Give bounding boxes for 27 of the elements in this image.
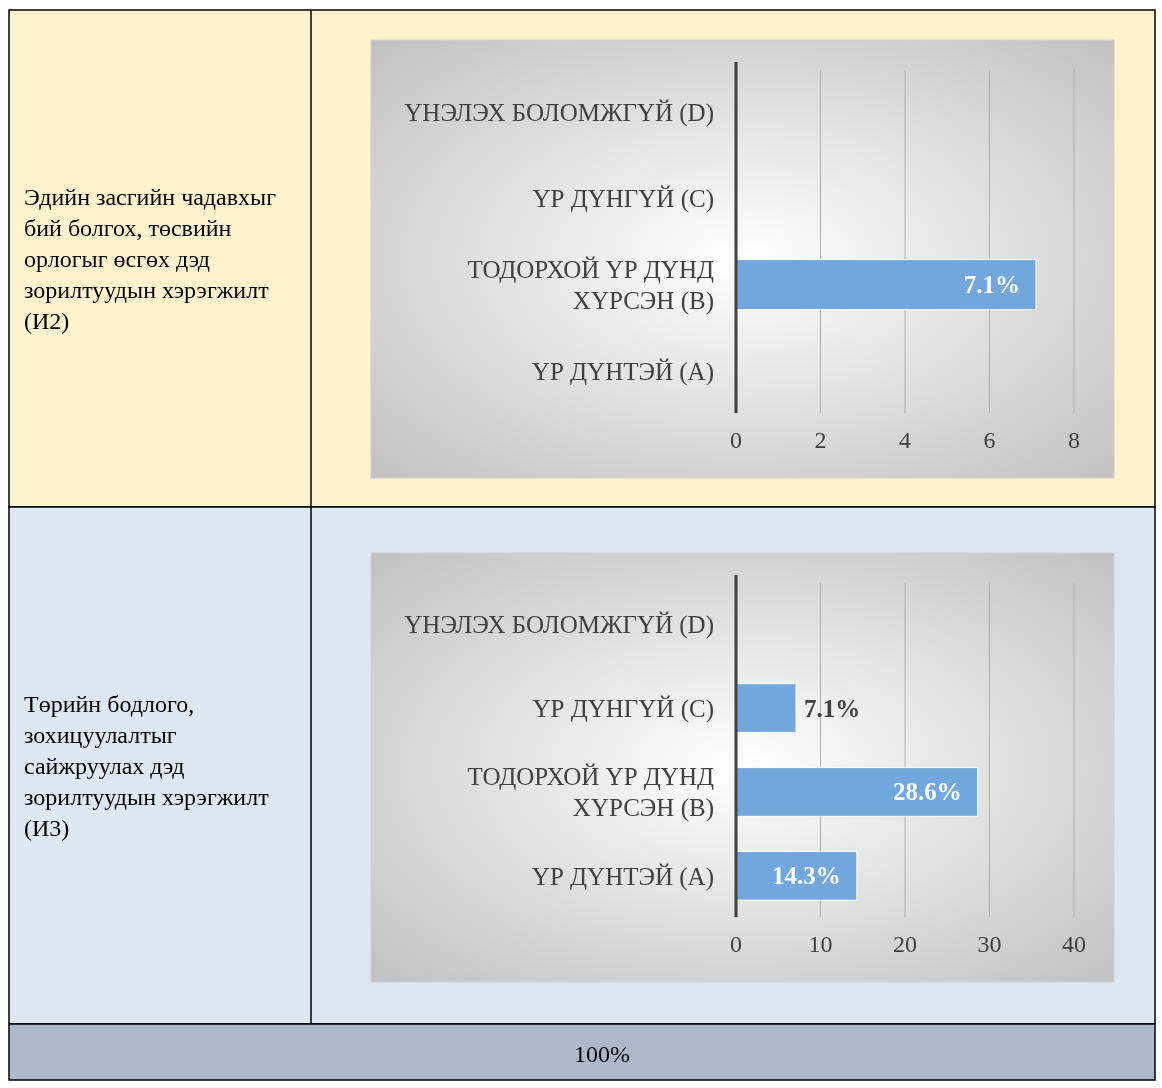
y-tick-label: ҮР ДҮНТЭЙ (A)	[531, 862, 714, 891]
y-tick-label: ҮР ДҮНГҮЙ (C)	[532, 184, 714, 213]
bar	[735, 767, 979, 817]
y-tick-label: ҮНЭЛЭХ БОЛОМЖГҮЙ (D)	[404, 610, 714, 639]
x-tick-label: 8	[1068, 427, 1080, 453]
y-tick-label: ТОДОРХОЙ ҮР ДҮНД ХҮРСЭН (B)	[467, 762, 714, 822]
data-label: 28.6%	[892, 778, 962, 806]
y-tick-label: ҮНЭЛЭХ БОЛОМЖГҮЙ (D)	[404, 98, 714, 127]
x-tick-label: 20	[893, 931, 917, 957]
x-tick-label: 0	[730, 427, 742, 453]
bar	[735, 683, 797, 733]
x-tick-label: 0	[730, 931, 742, 957]
text: 100%	[574, 1041, 630, 1067]
x-tick-label: 10	[808, 931, 833, 957]
x-tick-label: 4	[899, 427, 911, 453]
x-tick-label: 40	[1062, 931, 1086, 957]
text: Эдийн засгийн чадавхыг бий болгох, төсвийн орлогыг өсгөх дэд зорилтуудын хэрэгжилт (И2)	[24, 183, 277, 334]
data-label: 14.3%	[772, 862, 841, 890]
text: Төрийн бодлого, зохицуулалтыг сайжруулах дэд зорилтуудын хэрэгжилт (И3)	[24, 690, 270, 841]
x-tick-label: 2	[814, 427, 827, 453]
data-label: 7.1%	[803, 694, 861, 722]
y-tick-label: ҮР ДҮНТЭЙ (A)	[531, 357, 714, 386]
data-label: 7.1%	[963, 271, 1020, 299]
x-tick-label: 30	[977, 931, 1002, 957]
y-tick-label: ҮР ДҮНГҮЙ (C)	[532, 694, 714, 723]
x-tick-label: 6	[983, 427, 996, 453]
y-tick-label: ТОДОРХОЙ ҮР ДҮНД ХҮРСЭН (B)	[467, 255, 714, 315]
